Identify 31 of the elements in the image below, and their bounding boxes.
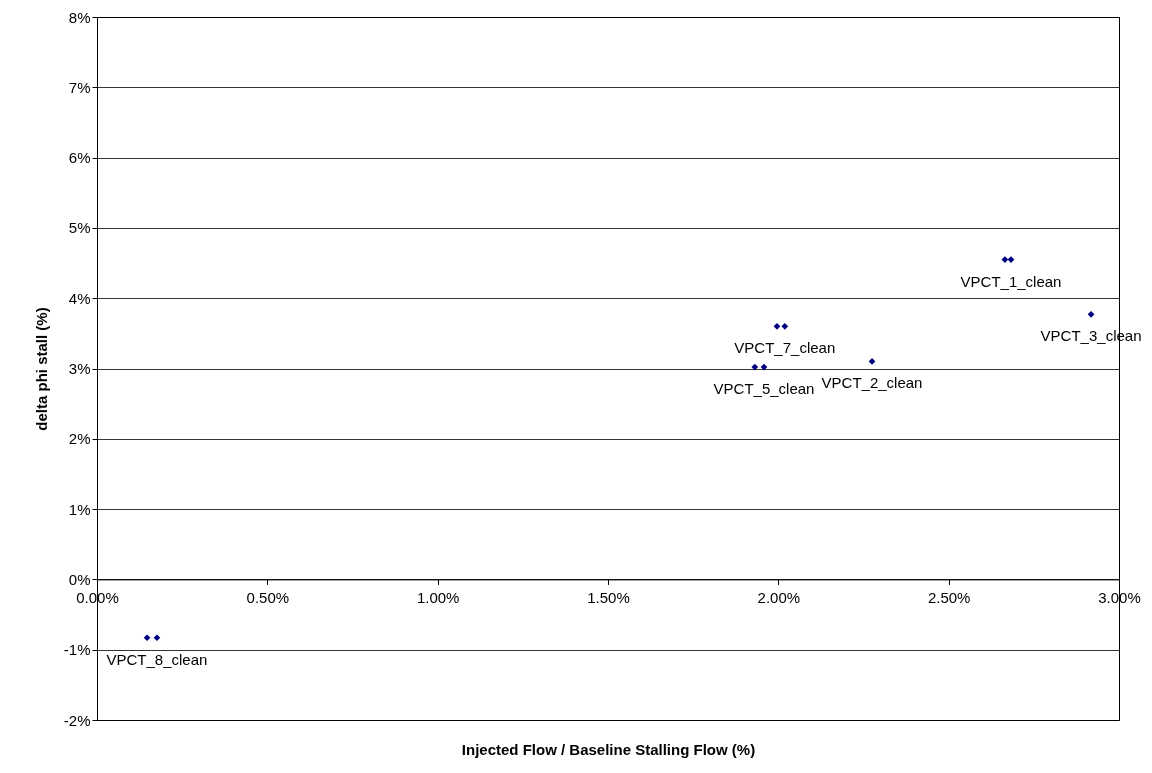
y-tick-label: 7%: [68, 78, 91, 96]
y-tick-label: 8%: [68, 8, 91, 26]
x-tick-label: 2.50%: [927, 588, 971, 606]
y-tick-label: 3%: [68, 360, 91, 377]
y-tick-label: -2%: [63, 711, 91, 729]
y-tick-label: 2%: [68, 430, 91, 448]
x-axis-title: Injected Flow / Baseline Stalling Flow (%): [461, 740, 756, 758]
y-tick-label: 1%: [68, 500, 91, 518]
annotation: VPCT_1_clean: [960, 272, 1062, 290]
y-tick-label: 5%: [68, 219, 91, 237]
x-tick-label: 1.00%: [416, 588, 460, 606]
y-tick-label: 6%: [68, 149, 91, 167]
x-tick-label: 2.00%: [757, 588, 801, 606]
point: [773, 322, 781, 330]
point: [143, 634, 151, 642]
point: [153, 634, 161, 642]
annotation: VPCT_8_clean: [106, 650, 208, 668]
annotation: VPCT_5_clean: [713, 380, 815, 398]
point: [751, 363, 759, 371]
x-tick-label: 1.50%: [587, 588, 630, 606]
point: [1001, 256, 1009, 263]
point: [760, 363, 768, 371]
y-tick-label: 4%: [68, 289, 91, 307]
x-tick-label: 0.50%: [246, 588, 290, 606]
y-tick-label: 0%: [68, 570, 91, 588]
annotation: VPCT_7_clean: [734, 339, 836, 357]
annotation: VPCT_2_clean: [821, 374, 923, 392]
point: [781, 322, 789, 330]
point: [1087, 311, 1095, 318]
y-tick-label: -1%: [63, 641, 91, 659]
y-axis-title: delta phi stall (%): [32, 307, 50, 431]
